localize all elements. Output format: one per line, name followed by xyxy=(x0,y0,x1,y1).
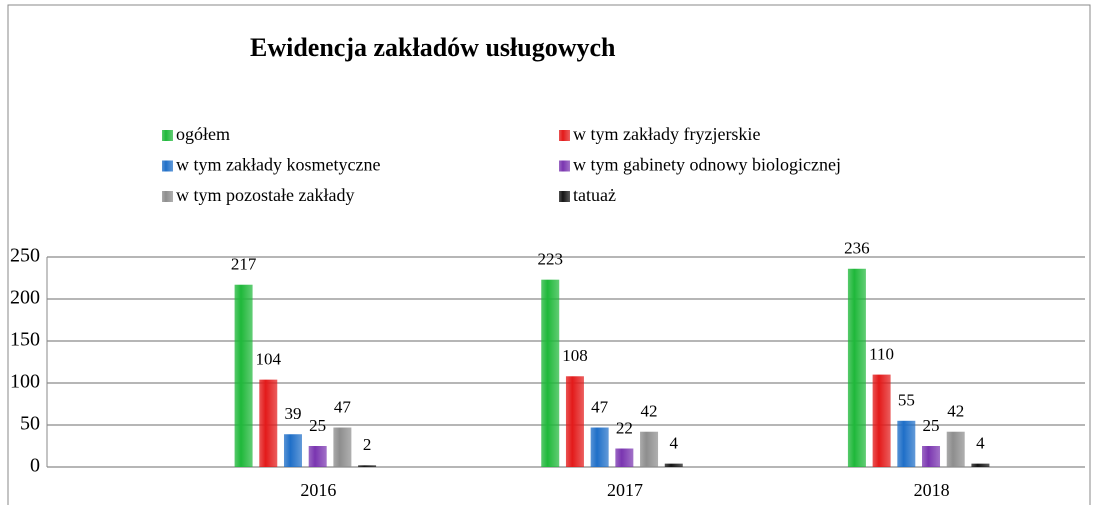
value-label: 55 xyxy=(898,391,915,410)
value-label: 4 xyxy=(670,434,679,453)
legend-swatch xyxy=(162,191,173,202)
legend-label: ogółem xyxy=(176,124,230,144)
bar xyxy=(259,379,278,467)
y-tick-label: 150 xyxy=(10,329,40,351)
bar xyxy=(664,463,683,467)
legend-swatch xyxy=(559,160,570,172)
bar xyxy=(283,434,302,467)
value-label: 2 xyxy=(363,435,372,454)
legend-swatch xyxy=(162,130,173,141)
value-label: 47 xyxy=(334,397,352,416)
value-label: 47 xyxy=(591,397,609,416)
bar xyxy=(358,465,377,467)
legend-label: w tym pozostałe zakłady xyxy=(176,185,354,205)
y-tick-label: 200 xyxy=(10,287,40,309)
value-label: 25 xyxy=(309,416,326,435)
bar xyxy=(615,448,634,467)
legend-label: w tym zakłady fryzjerskie xyxy=(573,124,760,144)
bar xyxy=(922,446,941,467)
bar xyxy=(897,420,916,467)
legend-label: tatuaż xyxy=(573,185,616,205)
bar xyxy=(590,427,609,467)
value-label: 104 xyxy=(256,350,282,369)
legend-swatch xyxy=(559,130,570,141)
bar xyxy=(308,446,327,467)
value-label: 108 xyxy=(562,346,588,365)
chart-title: Ewidencja zakładów usługowych xyxy=(250,33,616,62)
bar xyxy=(565,376,584,467)
bar xyxy=(234,284,253,467)
bar xyxy=(971,463,990,467)
y-tick-label: 250 xyxy=(10,245,40,267)
value-label: 42 xyxy=(641,402,658,421)
value-label: 217 xyxy=(231,255,257,274)
x-tick-label: 2017 xyxy=(607,480,643,500)
y-tick-label: 50 xyxy=(20,413,40,435)
value-label: 42 xyxy=(947,402,964,421)
value-label: 236 xyxy=(844,239,870,258)
legend-swatch xyxy=(559,191,570,202)
bar xyxy=(541,279,560,467)
x-tick-label: 2016 xyxy=(300,480,336,500)
value-label: 223 xyxy=(538,250,564,269)
bar xyxy=(872,374,891,467)
bar xyxy=(640,431,659,467)
x-tick-label: 2018 xyxy=(914,480,950,500)
value-label: 110 xyxy=(869,345,894,364)
legend-label: w tym zakłady kosmetyczne xyxy=(176,155,380,175)
y-tick-label: 100 xyxy=(10,371,40,393)
legend-label: w tym gabinety odnowy biologicznej xyxy=(573,155,841,175)
bar xyxy=(333,427,352,467)
value-label: 22 xyxy=(616,418,633,437)
value-label: 25 xyxy=(923,416,940,435)
bar xyxy=(847,268,866,467)
value-label: 39 xyxy=(284,404,301,423)
legend-swatch xyxy=(162,160,173,172)
chart-frame xyxy=(7,4,1091,505)
bar xyxy=(946,431,965,467)
value-label: 4 xyxy=(976,434,985,453)
y-tick-label: 0 xyxy=(30,455,40,477)
